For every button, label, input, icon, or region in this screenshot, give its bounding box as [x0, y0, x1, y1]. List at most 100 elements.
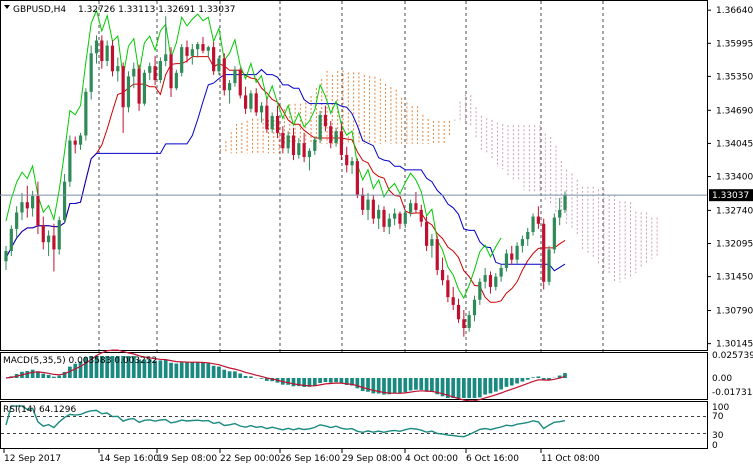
candle-body — [62, 181, 67, 221]
candle — [142, 69, 147, 106]
candle-body — [552, 217, 556, 250]
rsi-tick-label: 70 — [712, 412, 724, 422]
macd-tick-label: -0.017314 — [712, 388, 753, 398]
candle-body — [446, 280, 450, 298]
candle-body — [78, 135, 83, 145]
candle-body — [393, 213, 397, 219]
candle-body — [334, 131, 338, 144]
rsi-line — [1, 405, 707, 438]
candle-body — [116, 66, 120, 72]
candle-body — [132, 68, 136, 77]
candle-body — [243, 95, 248, 109]
candle — [126, 71, 131, 113]
candle — [89, 45, 93, 100]
candle-body — [206, 47, 210, 51]
candle-body — [275, 115, 280, 133]
candle — [158, 57, 162, 84]
candle-body — [286, 135, 290, 149]
time-tick-label: 29 Sep 08:00 — [342, 454, 402, 464]
candle — [286, 131, 290, 154]
candle — [323, 105, 328, 132]
price-tick-label: 1.33400 — [716, 173, 753, 183]
candle — [116, 57, 120, 82]
candle — [212, 42, 216, 75]
price-tick-label: 1.31450 — [716, 273, 753, 283]
candle-body — [350, 161, 354, 166]
candle-body — [31, 196, 35, 209]
candle-body — [9, 228, 13, 251]
candle — [377, 204, 381, 229]
candle — [472, 295, 477, 322]
candle — [15, 206, 19, 238]
candle — [424, 216, 429, 251]
candle — [73, 136, 77, 154]
candle — [361, 187, 365, 216]
candle — [558, 198, 562, 226]
candle-body — [121, 66, 125, 108]
candle — [552, 213, 556, 254]
candle — [20, 192, 24, 221]
price-axis: 1.36640 1.35995 1.35350 1.34690 1.34045 1.334… — [707, 6, 753, 350]
price-tick-label: 1.32740 — [716, 206, 753, 216]
candle-body — [20, 202, 24, 213]
candle — [233, 66, 237, 87]
macd-tick-label: 0.025739 — [712, 351, 753, 361]
candle — [78, 132, 83, 150]
candle-body — [212, 47, 216, 72]
collapse-triangle-icon[interactable] — [4, 5, 10, 9]
candle — [334, 127, 338, 147]
candle-body — [542, 223, 546, 282]
candle — [531, 213, 535, 236]
candle — [9, 225, 13, 257]
candle — [302, 132, 306, 163]
candle — [190, 44, 194, 65]
candle — [430, 234, 434, 258]
candle-body — [100, 40, 104, 62]
candle — [329, 121, 333, 149]
candle — [57, 216, 61, 255]
candle-body — [291, 135, 296, 155]
candle-body — [361, 194, 365, 210]
candle — [238, 67, 242, 99]
candle-body — [387, 218, 391, 227]
candle-body — [467, 315, 471, 328]
candle — [350, 157, 354, 174]
macd-histogram — [5, 349, 567, 402]
tenkan-sen-line — [5, 56, 566, 303]
rsi-series-line — [5, 405, 566, 438]
candle-body — [403, 212, 407, 224]
candle — [94, 35, 99, 64]
candle-body — [536, 216, 540, 224]
candlestick-series — [4, 16, 567, 337]
candle-body — [281, 132, 285, 149]
time-tick-label: 22 Sep 00:00 — [220, 454, 280, 464]
rsi-label: RSI(14) 64.1296 — [3, 405, 76, 415]
candle — [68, 135, 72, 187]
chikou-span-line — [5, 8, 502, 300]
time-tick-label: 26 Sep 16:00 — [280, 454, 340, 464]
candle — [504, 249, 509, 272]
candle — [180, 44, 184, 77]
candle-body — [398, 213, 402, 224]
candle-body — [153, 66, 157, 81]
macd-signal-line — [5, 349, 566, 402]
candle-body — [329, 126, 333, 144]
candle — [494, 273, 498, 291]
candle-body — [355, 161, 359, 195]
candle — [478, 278, 482, 305]
candle — [41, 216, 45, 250]
candle-body — [15, 212, 19, 229]
candle — [515, 242, 519, 264]
candle-body — [158, 61, 162, 81]
candle — [206, 45, 210, 58]
candle-body — [318, 114, 322, 140]
candle — [270, 112, 274, 133]
main-price-panel[interactable] — [0, 0, 708, 351]
candle — [201, 36, 205, 54]
candle-body — [73, 140, 77, 145]
rsi-panel[interactable] — [0, 401, 708, 449]
time-tick-label: 12 Sep 2017 — [4, 454, 61, 464]
